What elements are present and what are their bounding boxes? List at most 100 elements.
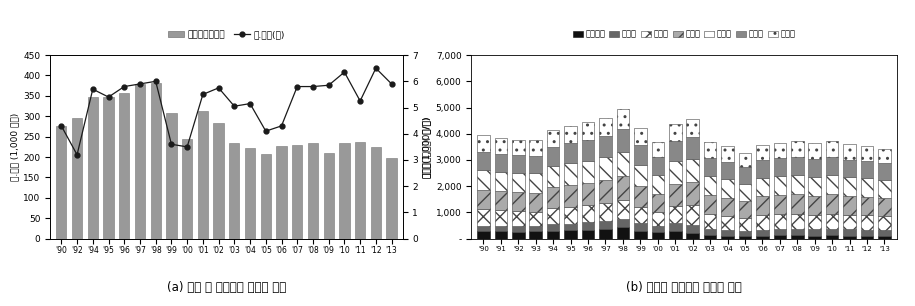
Bar xyxy=(686,118,699,137)
Bar xyxy=(547,130,559,147)
Bar xyxy=(599,180,612,203)
Bar xyxy=(599,118,612,136)
Bar xyxy=(530,212,542,226)
Bar xyxy=(844,236,856,239)
Bar xyxy=(495,172,507,191)
Bar xyxy=(686,233,699,239)
Bar xyxy=(634,223,647,230)
Bar xyxy=(791,194,803,214)
Bar xyxy=(599,157,612,180)
Bar xyxy=(826,141,838,157)
Bar xyxy=(756,215,769,230)
Bar xyxy=(582,230,595,239)
Bar xyxy=(721,230,734,236)
Bar xyxy=(599,136,612,157)
Bar xyxy=(669,161,682,184)
Bar xyxy=(861,161,873,178)
Bar xyxy=(651,194,664,212)
Bar xyxy=(103,97,113,239)
Bar xyxy=(791,214,803,229)
Bar xyxy=(371,147,381,239)
Y-axis label: 가축분뇌발생량( ㎥/일): 가축분뇌발생량( ㎥/일) xyxy=(423,116,432,177)
Bar xyxy=(844,215,856,229)
Bar xyxy=(547,147,559,166)
Bar xyxy=(704,195,716,214)
Bar xyxy=(651,232,664,239)
Bar xyxy=(617,219,630,227)
Bar xyxy=(477,231,490,239)
Bar xyxy=(738,167,751,184)
Bar xyxy=(756,144,769,160)
Bar xyxy=(547,166,559,187)
Bar xyxy=(292,145,302,239)
Bar xyxy=(72,118,82,239)
Bar xyxy=(844,229,856,236)
Bar xyxy=(56,126,67,239)
Bar xyxy=(634,207,647,223)
Bar xyxy=(721,146,734,162)
Bar xyxy=(738,184,751,201)
Bar xyxy=(878,180,891,198)
Bar xyxy=(151,83,161,239)
Bar xyxy=(213,123,223,239)
Bar xyxy=(704,235,716,239)
Bar xyxy=(547,187,559,208)
Bar xyxy=(721,162,734,179)
Bar xyxy=(826,235,838,239)
Bar xyxy=(721,216,734,230)
Bar xyxy=(651,226,664,232)
Bar xyxy=(582,140,595,161)
Bar xyxy=(530,192,542,212)
Bar xyxy=(495,191,507,210)
Bar xyxy=(878,163,891,180)
Bar xyxy=(182,139,192,239)
Bar xyxy=(651,142,664,157)
Bar xyxy=(582,122,595,140)
Bar xyxy=(477,151,490,170)
Bar xyxy=(477,209,490,226)
Bar xyxy=(276,146,286,239)
Bar xyxy=(878,149,891,163)
Bar xyxy=(495,154,507,172)
Bar xyxy=(878,198,891,216)
Bar xyxy=(582,222,595,230)
Bar xyxy=(826,214,838,229)
Bar xyxy=(617,200,630,219)
Bar xyxy=(617,109,630,129)
Bar xyxy=(634,165,647,186)
Bar xyxy=(261,154,271,239)
Bar xyxy=(773,176,786,195)
Bar xyxy=(826,175,838,194)
Bar xyxy=(756,196,769,215)
Bar xyxy=(530,226,542,231)
Bar xyxy=(245,148,255,239)
Bar xyxy=(704,176,716,195)
Bar xyxy=(809,236,821,239)
Bar xyxy=(809,229,821,236)
Bar xyxy=(477,226,490,231)
Bar xyxy=(307,143,318,239)
Bar xyxy=(617,151,630,176)
Bar xyxy=(878,230,891,236)
Bar xyxy=(773,195,786,214)
Bar xyxy=(773,229,786,235)
Bar xyxy=(530,155,542,174)
Bar xyxy=(599,203,612,221)
Bar xyxy=(565,185,576,207)
Bar xyxy=(565,163,576,185)
Bar xyxy=(861,146,873,161)
Bar xyxy=(773,214,786,229)
Bar xyxy=(565,230,576,239)
Bar xyxy=(547,230,559,239)
Bar xyxy=(704,229,716,235)
Bar xyxy=(634,186,647,207)
Bar xyxy=(844,160,856,177)
Bar xyxy=(809,159,821,177)
Bar xyxy=(565,126,576,143)
Bar xyxy=(477,170,490,190)
Bar xyxy=(477,135,490,151)
Bar xyxy=(495,210,507,226)
Y-axis label: 발생량(1,000㎥/일): 발생량(1,000㎥/일) xyxy=(422,116,431,178)
Bar xyxy=(634,128,647,145)
Bar xyxy=(756,236,769,239)
